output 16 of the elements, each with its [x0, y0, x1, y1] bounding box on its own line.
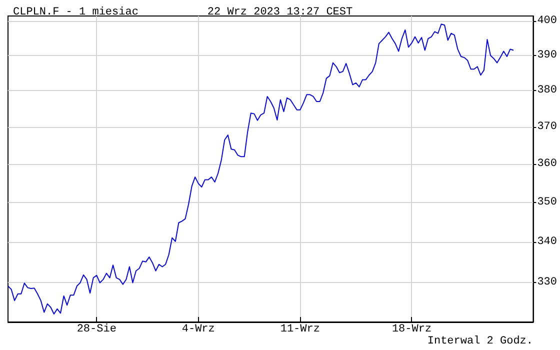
y-tick-label: 370 — [537, 120, 558, 133]
x-tick-label: 4-Wrz — [182, 324, 215, 336]
x-tick-label: 18-Wrz — [392, 324, 432, 336]
y-tick-label: 380 — [537, 84, 558, 97]
y-tick-label: 360 — [537, 158, 558, 170]
x-tick-label: 28-Sie — [76, 324, 116, 336]
y-tick-label: 350 — [537, 196, 558, 208]
chart-subtitle: 22 Wrz 2023 13:27 CEST — [207, 6, 354, 18]
line-series — [8, 24, 514, 314]
y-tick-label: 340 — [537, 236, 558, 248]
x-tick-label: 11-Wrz — [280, 324, 320, 336]
text: Interwal 2 Godz. — [427, 336, 534, 348]
y-tick-label: 330 — [537, 276, 558, 288]
y-tick-label: 390 — [537, 49, 558, 62]
y-tick-label: 400 — [537, 15, 558, 28]
chart-title: CLPLN.F - 1 miesiac — [13, 6, 138, 18]
